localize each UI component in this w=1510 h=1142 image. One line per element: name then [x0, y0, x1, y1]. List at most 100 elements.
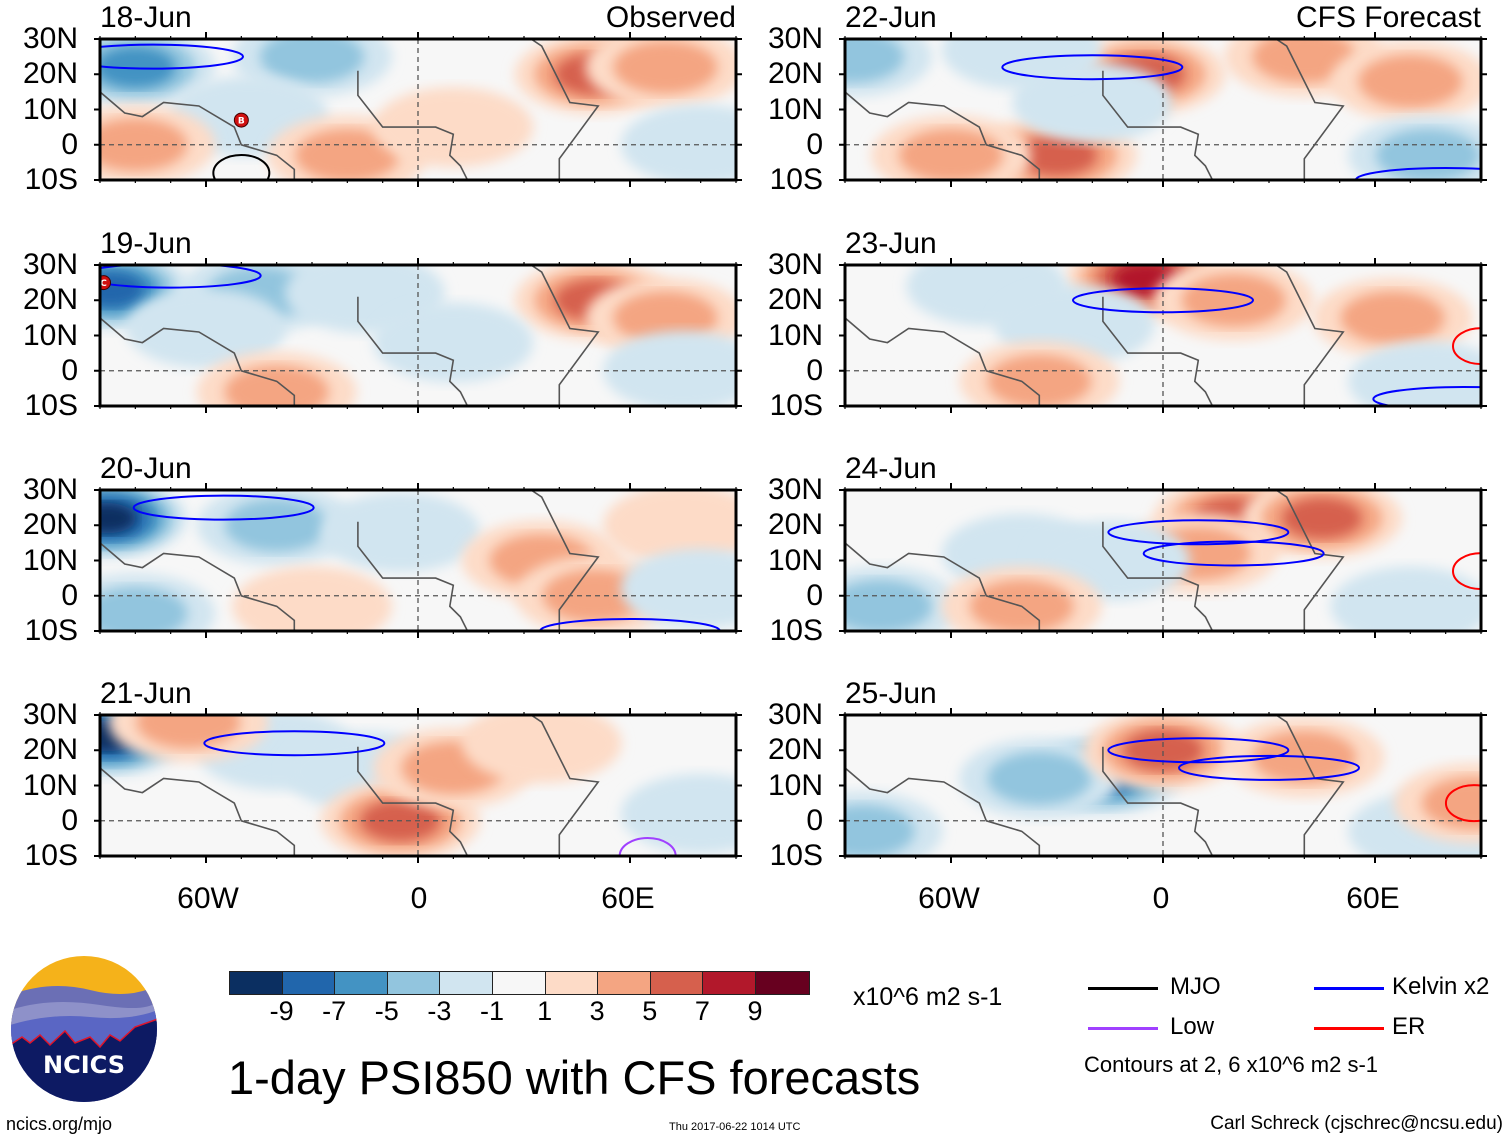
footer-timestamp: Thu 2017-06-22 1014 UTC	[669, 1121, 801, 1133]
anomaly-contour	[542, 569, 647, 623]
y-tick-label: 20N	[22, 508, 78, 542]
y-tick-label: 30N	[767, 248, 823, 281]
y-tick-label: 20N	[22, 57, 78, 91]
anomaly-contour	[845, 579, 933, 631]
map-panel-20-jun	[94, 483, 742, 638]
y-tick-label: 30N	[22, 698, 78, 731]
anomaly-contour	[320, 492, 481, 573]
anomaly-contour	[100, 272, 144, 308]
colorbar-tick-label: -9	[269, 996, 294, 1026]
tropical-cyclone-icon: C	[100, 275, 112, 291]
wave-contour-kelvin-x2	[100, 43, 244, 70]
colorbar-swatch	[230, 972, 283, 994]
y-tick-label: 30N	[767, 22, 823, 55]
coastline	[845, 265, 1345, 406]
column-label-observed: Observed	[605, 1, 736, 34]
x-tick-60e-left: 60E	[601, 882, 655, 915]
x-tick-0-left: 0	[410, 882, 428, 915]
y-tick-label: 20N	[767, 57, 823, 91]
y-tick-label: 10S	[769, 389, 823, 422]
footer-author: Carl Schreck (cjschrec@ncsu.edu)	[1210, 1113, 1503, 1134]
colorbar-swatch	[598, 972, 651, 994]
y-tick-label: 0	[806, 803, 823, 837]
colorbar-tick-label: 1	[537, 996, 553, 1026]
anomaly-contour	[224, 365, 329, 406]
panel-date: 23-Jun	[845, 227, 937, 260]
y-tick-label: 10S	[769, 614, 823, 647]
anomaly-contour	[620, 104, 736, 180]
anomaly-contour	[1252, 39, 1357, 84]
anomaly-contour	[1330, 566, 1481, 631]
y-tick-label: 20N	[22, 733, 78, 767]
y-tick-label: 10S	[24, 839, 78, 872]
colorbar-tick-label: 3	[589, 996, 605, 1026]
anomaly-contour	[295, 128, 400, 180]
y-tick-label: 0	[61, 353, 78, 387]
anomaly-contour	[941, 39, 1102, 90]
coastline	[100, 39, 600, 180]
y-tick-label: 0	[61, 127, 78, 161]
map-panel-23-jun	[839, 258, 1487, 413]
wave-contour-low	[618, 837, 677, 856]
colorbar-swatch	[650, 972, 704, 994]
panel-date: 24-Jun	[845, 452, 937, 485]
wave-contour-kelvin-x2	[1107, 737, 1290, 764]
legend-line-mjo	[1088, 987, 1158, 990]
y-tick-label: 0	[806, 578, 823, 612]
wave-contour-kelvin-x2	[203, 730, 386, 757]
wave-contour-kelvin-x2	[132, 494, 315, 521]
colorbar-tick-label: -3	[427, 996, 452, 1026]
coastline	[100, 490, 600, 631]
wave-contour-mjo	[212, 153, 271, 180]
anomaly-contour	[260, 39, 364, 84]
colorbar-tick-label: -5	[374, 996, 399, 1026]
anomaly-contour	[613, 40, 718, 94]
anomaly-contour	[224, 498, 329, 552]
colorbar-tick-label: 5	[642, 996, 658, 1026]
colorbar-units: x10^6 m2 s-1	[853, 983, 1003, 1011]
y-tick-label: 30N	[767, 473, 823, 506]
y-tick-label: 10N	[22, 92, 78, 126]
legend-label-kelvin: Kelvin x2	[1392, 973, 1490, 1000]
y-tick-label: 10N	[22, 768, 78, 802]
storm-label: C	[100, 279, 107, 289]
x-tick-60w-left: 60W	[177, 882, 239, 915]
y-tick-label: 10N	[767, 768, 823, 802]
colorbar-tick-label: 7	[694, 996, 710, 1026]
panel-date: 21-Jun	[100, 677, 192, 710]
colorbar-swatch	[387, 972, 441, 994]
y-tick-label: 10N	[22, 543, 78, 577]
colorbar-swatch	[755, 972, 809, 994]
legend-label-mjo: MJO	[1170, 973, 1221, 1000]
wave-contour-er	[1452, 552, 1481, 591]
anomaly-contour	[373, 87, 534, 168]
legend-label-low: Low	[1170, 1013, 1215, 1040]
wave-contour-kelvin-x2	[1107, 519, 1290, 546]
y-tick-label: 20N	[767, 283, 823, 317]
anomaly-contour	[1358, 54, 1463, 108]
anomaly-contour	[1348, 341, 1481, 406]
panel-date: 22-Jun	[845, 1, 937, 34]
map-panel-21-jun	[94, 708, 742, 863]
y-tick-label: 30N	[22, 248, 78, 281]
anomaly-contour	[1181, 273, 1286, 327]
y-tick-label: 10S	[24, 163, 78, 196]
anomaly-contour	[620, 773, 736, 854]
coastline	[845, 39, 1345, 180]
coastline	[845, 490, 1345, 631]
anomaly-contour	[845, 39, 905, 84]
map-panel-24-jun	[839, 483, 1487, 638]
map-panel-19-jun: C	[94, 258, 742, 413]
anomaly-contour	[987, 752, 1092, 805]
anomaly-contour	[232, 566, 392, 631]
y-tick-label: 20N	[22, 283, 78, 317]
colorbar	[229, 971, 810, 995]
anomaly-contour	[100, 46, 176, 88]
anomaly-contour	[126, 288, 286, 369]
anomaly-contour	[1340, 291, 1445, 345]
x-tick-60w-right: 60W	[918, 882, 980, 915]
panel-date: 18-Jun	[100, 1, 192, 34]
legend-line-low	[1088, 1027, 1158, 1030]
wave-contour-kelvin-x2	[100, 265, 262, 289]
y-tick-label: 10S	[24, 614, 78, 647]
